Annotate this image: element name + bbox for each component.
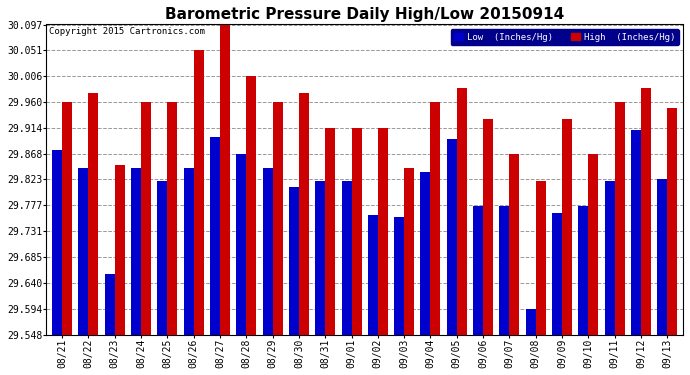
Bar (52, 150, 62, 334)
Bar (457, 88, 467, 334)
Bar (667, 108, 678, 334)
Bar (325, 128, 335, 334)
Bar (273, 102, 283, 334)
Bar (589, 154, 598, 334)
Title: Barometric Pressure Daily High/Low 20150914: Barometric Pressure Daily High/Low 20150… (165, 7, 564, 22)
Bar (79, 168, 88, 334)
Bar (658, 179, 667, 334)
Bar (535, 181, 546, 334)
Bar (641, 88, 651, 334)
Bar (157, 181, 168, 334)
Bar (131, 168, 141, 334)
Bar (509, 154, 520, 334)
Bar (473, 206, 483, 334)
Bar (210, 137, 220, 334)
Bar (500, 206, 509, 334)
Bar (562, 119, 572, 334)
Bar (526, 309, 535, 334)
Text: Copyright 2015 Cartronics.com: Copyright 2015 Cartronics.com (49, 27, 205, 36)
Bar (378, 128, 388, 334)
Bar (141, 102, 151, 334)
Bar (62, 102, 72, 334)
Bar (404, 168, 414, 334)
Bar (604, 181, 615, 334)
Bar (105, 274, 115, 334)
Bar (615, 102, 624, 334)
Bar (552, 213, 562, 334)
Bar (168, 102, 177, 334)
Bar (394, 217, 404, 334)
Legend: Low  (Inches/Hg), High  (Inches/Hg): Low (Inches/Hg), High (Inches/Hg) (451, 29, 678, 45)
Bar (483, 119, 493, 334)
Bar (88, 93, 99, 334)
Bar (236, 154, 246, 334)
Bar (342, 181, 351, 334)
Bar (246, 76, 256, 334)
Bar (447, 139, 457, 334)
Bar (184, 168, 194, 334)
Bar (351, 128, 362, 334)
Bar (263, 168, 273, 334)
Bar (578, 206, 589, 334)
Bar (420, 172, 431, 334)
Bar (194, 51, 204, 334)
Bar (115, 165, 125, 334)
Bar (299, 93, 309, 334)
Bar (368, 215, 378, 334)
Bar (431, 102, 440, 334)
Bar (315, 181, 325, 334)
Bar (289, 187, 299, 334)
Bar (220, 24, 230, 334)
Bar (631, 130, 641, 334)
